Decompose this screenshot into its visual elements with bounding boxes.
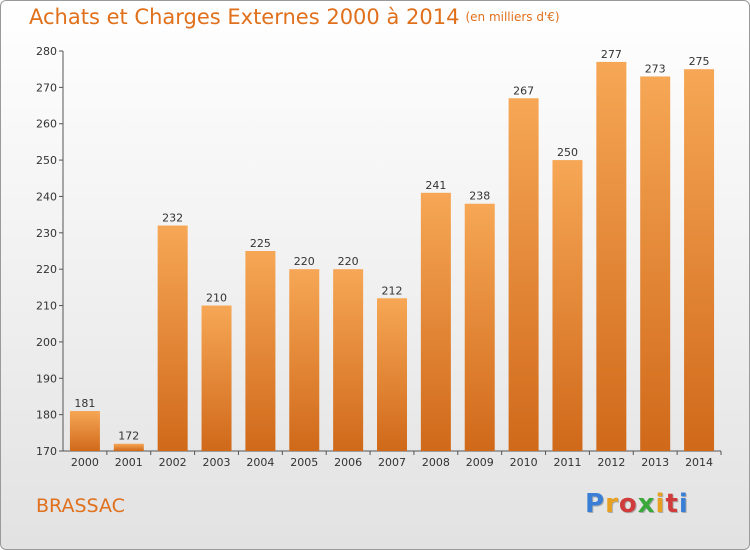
y-tick-label: 230 <box>36 227 57 240</box>
bar-2007 <box>377 298 407 451</box>
proxiti-logo: Proxiti <box>585 489 689 519</box>
y-tick-label: 260 <box>36 118 57 131</box>
logo-letter: x <box>637 489 656 519</box>
x-tick-label: 2003 <box>203 456 231 469</box>
bar-2005 <box>289 269 320 451</box>
bar-2009 <box>464 203 495 451</box>
chart-title: Achats et Charges Externes 2000 à 2014 (e… <box>29 5 560 29</box>
x-tick-label: 2008 <box>422 456 450 469</box>
bar-2011 <box>552 160 583 451</box>
bar-2010 <box>508 98 539 451</box>
x-tick-label: 2002 <box>159 456 187 469</box>
x-tick-label: 2000 <box>71 456 99 469</box>
x-tick-label: 2001 <box>115 456 143 469</box>
x-tick-label: 2012 <box>597 456 625 469</box>
y-tick-label: 220 <box>36 263 57 276</box>
x-tick-label: 2009 <box>466 456 494 469</box>
bar-2008 <box>420 192 451 451</box>
y-tick-label: 180 <box>36 409 57 422</box>
x-tick-label: 2007 <box>378 456 406 469</box>
y-tick-label: 240 <box>36 190 57 203</box>
bar-value-label: 273 <box>645 62 666 75</box>
chart-unit-label: (en milliers d'€) <box>465 10 560 24</box>
bar-value-label: 275 <box>689 55 710 68</box>
chart-axes: 170 180 190 200 210 220 230 240 250 260 270 280 2000… <box>36 45 722 469</box>
logo-letter: t <box>665 489 679 519</box>
chart-bars <box>69 61 715 452</box>
y-tick-label: 280 <box>36 45 57 58</box>
bar-value-label: 220 <box>294 255 315 268</box>
bar-2002 <box>157 225 188 451</box>
logo-letter: P <box>585 489 606 519</box>
y-tick-label: 170 <box>36 445 57 458</box>
y-tick-label: 200 <box>36 336 57 349</box>
bar-value-label: 220 <box>338 255 359 268</box>
logo-letter: r <box>605 489 619 519</box>
logo-letter: i <box>655 489 666 519</box>
bar-value-label: 267 <box>513 84 534 97</box>
x-tick-label: 2006 <box>334 456 362 469</box>
bar-2000 <box>69 411 100 451</box>
bar-value-label: 241 <box>425 179 446 192</box>
bar-2004 <box>245 251 276 451</box>
bar-2006 <box>333 269 364 451</box>
bar-value-label: 232 <box>162 212 183 225</box>
bar-value-label: 212 <box>382 284 403 297</box>
y-tick-label: 250 <box>36 154 57 167</box>
place-name: BRASSAC <box>36 495 125 517</box>
bar-value-label: 210 <box>206 292 227 305</box>
logo-letter: i <box>678 489 689 519</box>
bar-value-label: 250 <box>557 146 578 159</box>
logo-letter: o <box>618 489 638 519</box>
bar-2012 <box>596 61 627 452</box>
x-tick-label: 2011 <box>553 456 581 469</box>
bar-value-label: 277 <box>601 48 622 61</box>
y-tick-label: 190 <box>36 372 57 385</box>
chart-title-text: Achats et Charges Externes 2000 à 2014 <box>29 5 460 29</box>
x-tick-label: 2004 <box>246 456 274 469</box>
chart-data-labels: 181 172 232 210 225 220 220 212 241 238 267 250 277 2… <box>74 48 709 443</box>
bar-value-label: 172 <box>118 430 139 443</box>
y-tick-label: 210 <box>36 300 57 313</box>
y-tick-label: 270 <box>36 81 57 94</box>
bar-2013 <box>640 76 671 452</box>
bar-value-label: 181 <box>74 397 95 410</box>
x-tick-label: 2010 <box>510 456 538 469</box>
bar-2001 <box>113 443 144 451</box>
bar-value-label: 225 <box>250 237 271 250</box>
bar-2003 <box>201 305 232 451</box>
bar-value-label: 238 <box>469 190 490 203</box>
x-tick-label: 2013 <box>641 456 669 469</box>
x-tick-label: 2005 <box>290 456 318 469</box>
bar-2014 <box>684 69 715 451</box>
x-tick-label: 2014 <box>685 456 713 469</box>
